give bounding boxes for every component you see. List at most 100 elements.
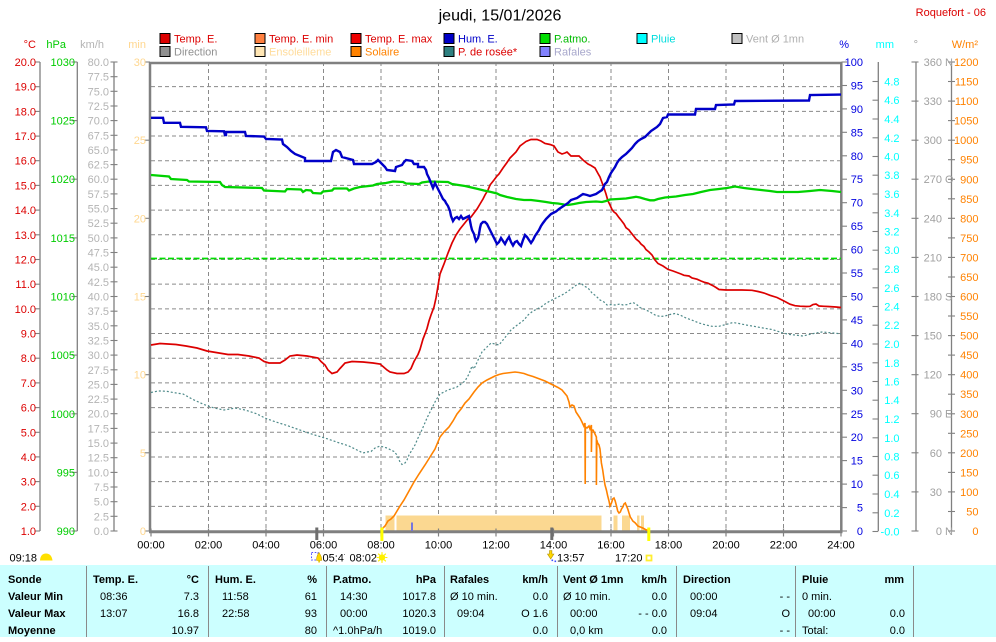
svg-text:Valeur Max: Valeur Max	[8, 608, 66, 620]
svg-text:19.0: 19.0	[15, 82, 36, 94]
svg-text:hPa: hPa	[46, 39, 66, 51]
svg-text:16.8: 16.8	[178, 608, 199, 620]
svg-text:18.0: 18.0	[15, 106, 36, 118]
svg-text:0.8: 0.8	[884, 452, 899, 464]
svg-text:450: 450	[960, 350, 978, 362]
svg-text:17:20: 17:20	[615, 553, 643, 565]
svg-text:15.0: 15.0	[15, 180, 36, 192]
svg-text:00:00: 00:00	[808, 608, 836, 620]
svg-text:0: 0	[936, 526, 942, 538]
svg-text:08:00: 08:00	[367, 540, 395, 552]
svg-text:800: 800	[960, 213, 978, 225]
svg-text:0.0: 0.0	[652, 625, 667, 637]
svg-text:67.5: 67.5	[88, 130, 109, 142]
svg-text:Roquefort - 06: Roquefort - 06	[916, 7, 986, 19]
svg-text:1.0: 1.0	[21, 526, 36, 538]
svg-text:20.0: 20.0	[15, 57, 36, 69]
svg-text:Direction: Direction	[174, 47, 217, 59]
svg-text:75.0: 75.0	[88, 86, 109, 98]
svg-text:P.atmo.: P.atmo.	[554, 34, 591, 46]
svg-text:0 min.: 0 min.	[802, 591, 832, 603]
svg-text:18:00: 18:00	[655, 540, 683, 552]
svg-text:55.0: 55.0	[88, 204, 109, 216]
svg-text:00:00: 00:00	[570, 608, 598, 620]
svg-text:1050: 1050	[954, 116, 978, 128]
svg-text:1019.0: 1019.0	[402, 625, 436, 637]
svg-text:3.4: 3.4	[884, 208, 899, 220]
svg-text:00:00: 00:00	[137, 540, 165, 552]
svg-text:10: 10	[851, 479, 863, 491]
svg-text:0.0: 0.0	[533, 591, 548, 603]
svg-text:85: 85	[851, 127, 863, 139]
svg-text:150: 150	[960, 467, 978, 479]
svg-text:25: 25	[134, 135, 146, 147]
svg-text:35: 35	[851, 362, 863, 374]
svg-text:42.5: 42.5	[88, 277, 109, 289]
svg-text:9.0: 9.0	[21, 329, 36, 341]
svg-text:09:04: 09:04	[690, 608, 718, 620]
svg-text:13:57: 13:57	[557, 553, 585, 565]
svg-text:20:00: 20:00	[712, 540, 740, 552]
svg-text:- -: - -	[780, 591, 791, 603]
svg-text:1005: 1005	[51, 350, 75, 362]
svg-text:Rafales: Rafales	[450, 574, 489, 586]
svg-text:1150: 1150	[955, 77, 979, 89]
svg-text:1000: 1000	[51, 409, 75, 421]
svg-text:330: 330	[924, 96, 942, 108]
svg-text:Hum. E.: Hum. E.	[458, 34, 498, 46]
svg-text:5.0: 5.0	[21, 427, 36, 439]
svg-text:65: 65	[851, 221, 863, 233]
svg-text:°C: °C	[24, 39, 36, 51]
svg-text:min: min	[128, 39, 146, 51]
svg-text:700: 700	[960, 252, 978, 264]
svg-text:75: 75	[851, 174, 863, 186]
svg-text:Temp. E.: Temp. E.	[174, 34, 217, 46]
svg-text:22.5: 22.5	[88, 394, 109, 406]
svg-text:-0.0: -0.0	[881, 527, 900, 539]
svg-text:08:36: 08:36	[100, 591, 128, 603]
svg-text:40.0: 40.0	[88, 292, 109, 304]
svg-text:Temp. E. min: Temp. E. min	[269, 34, 333, 46]
svg-text:0.0: 0.0	[94, 526, 109, 538]
svg-text:14:30: 14:30	[340, 591, 368, 603]
svg-text:7.3: 7.3	[184, 591, 199, 603]
svg-text:Temp. E. max: Temp. E. max	[365, 34, 433, 46]
svg-text:10:00: 10:00	[425, 540, 453, 552]
svg-text:12.5: 12.5	[88, 453, 109, 465]
svg-text:300: 300	[924, 135, 942, 147]
svg-text:100: 100	[960, 487, 978, 499]
svg-text:0,0 km: 0,0 km	[570, 625, 603, 637]
svg-text:0: 0	[140, 526, 146, 538]
svg-text:0.0: 0.0	[890, 608, 905, 620]
svg-text:Valeur Min: Valeur Min	[8, 591, 63, 603]
svg-text:22:58: 22:58	[222, 608, 250, 620]
svg-text:55: 55	[851, 268, 863, 280]
svg-text:%: %	[307, 574, 317, 586]
svg-text:25.0: 25.0	[88, 379, 109, 391]
svg-text:180: 180	[924, 292, 942, 304]
svg-text:2.5: 2.5	[94, 511, 109, 523]
svg-text:20: 20	[851, 432, 863, 444]
svg-text:50.0: 50.0	[88, 233, 109, 245]
svg-text:2.6: 2.6	[884, 283, 899, 295]
svg-text:200: 200	[960, 448, 978, 460]
svg-text:1.0: 1.0	[884, 433, 899, 445]
svg-text:5: 5	[140, 448, 146, 460]
svg-text:Ø 10 min.: Ø 10 min.	[563, 591, 611, 603]
svg-text:90: 90	[851, 104, 863, 116]
svg-text:1.4: 1.4	[884, 395, 899, 407]
svg-text:4.0: 4.0	[884, 152, 899, 164]
svg-text:8.0: 8.0	[21, 353, 36, 365]
svg-text:1015: 1015	[51, 233, 75, 245]
svg-text:Sonde: Sonde	[8, 574, 42, 586]
svg-text:900: 900	[960, 174, 978, 186]
svg-text:45: 45	[851, 315, 863, 327]
svg-text:360: 360	[924, 57, 942, 69]
svg-text:30: 30	[851, 385, 863, 397]
svg-text:Rafales: Rafales	[554, 47, 592, 59]
svg-text:15: 15	[134, 292, 146, 304]
svg-text:27.5: 27.5	[88, 365, 109, 377]
svg-text:270: 270	[924, 174, 942, 186]
svg-text:30: 30	[930, 487, 942, 499]
svg-text:mm: mm	[884, 574, 904, 586]
